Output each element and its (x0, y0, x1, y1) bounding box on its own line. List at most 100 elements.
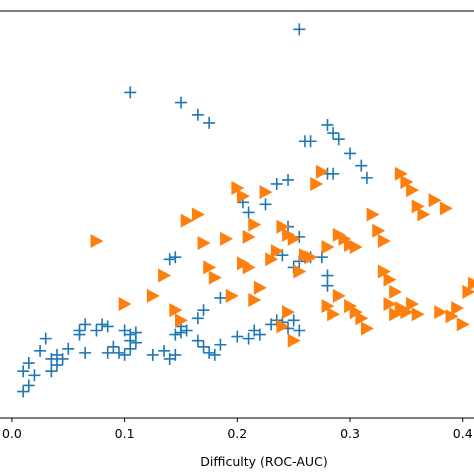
triangle-marker (310, 176, 324, 191)
plus-marker (129, 336, 142, 349)
triangle-marker (417, 207, 431, 222)
plus-marker (22, 379, 35, 392)
plus-marker (344, 147, 357, 160)
plus-marker (287, 314, 300, 327)
triangle-marker (315, 164, 329, 179)
x-tick-label: 0.0 (2, 426, 22, 441)
triangle-marker (242, 260, 256, 275)
triangle-marker (406, 183, 420, 198)
plus-marker (259, 198, 272, 211)
triangle-marker (180, 213, 194, 228)
x-axis-label: Difficulty (ROC-AUC) (200, 454, 327, 469)
triangle-marker (355, 311, 369, 326)
plus-marker (158, 344, 171, 357)
triangle-marker (287, 333, 301, 348)
plus-marker (327, 127, 340, 140)
triangle-marker (237, 189, 250, 204)
plus-marker (79, 318, 92, 331)
triangle-marker (220, 231, 234, 246)
plus-marker (112, 346, 125, 359)
triangle-marker (383, 297, 397, 312)
plus-marker (270, 177, 283, 190)
triangle-marker (276, 319, 290, 334)
plus-marker (355, 159, 368, 172)
triangle-marker (169, 303, 183, 318)
plus-marker (22, 357, 35, 370)
plus-marker (28, 369, 41, 382)
plus-marker (34, 344, 47, 357)
plus-marker (360, 171, 373, 184)
plus-marker (327, 167, 340, 180)
triangle-marker (191, 207, 205, 222)
triangle-marker (377, 264, 391, 279)
plus-marker (101, 320, 114, 333)
triangle-marker (248, 217, 262, 232)
plus-marker (321, 118, 334, 131)
triangle-marker (282, 305, 296, 320)
plus-marker (231, 330, 244, 343)
plus-marker (293, 23, 306, 36)
triangle-marker (287, 231, 301, 246)
triangle-marker (225, 288, 239, 303)
triangle-marker (394, 166, 408, 181)
triangle-marker (321, 240, 335, 255)
triangle-marker (146, 288, 160, 303)
triangle-marker (406, 297, 420, 312)
plus-marker (101, 346, 114, 359)
plus-marker (253, 328, 266, 341)
plus-marker (79, 346, 92, 359)
plus-marker (197, 340, 210, 353)
plus-marker (282, 173, 295, 186)
triangle-marker (439, 201, 453, 216)
plus-marker (124, 86, 137, 99)
x-tick-label: 0.4 (453, 426, 473, 441)
plus-marker (321, 279, 334, 292)
plus-marker (242, 206, 255, 219)
triangle-marker (468, 276, 474, 291)
plus-marker (242, 332, 255, 345)
plus-marker (50, 359, 63, 372)
plus-marker (17, 365, 30, 378)
plus-marker (191, 312, 204, 325)
plus-marker (203, 346, 216, 359)
plus-marker (129, 326, 142, 339)
triangle-marker (411, 199, 425, 214)
plus-marker (73, 324, 86, 337)
triangle-marker (242, 229, 256, 244)
triangle-marker (253, 280, 267, 295)
plus-marker (214, 291, 227, 304)
plus-marker (180, 324, 193, 337)
plus-marker (118, 348, 131, 361)
plus-marker (169, 251, 182, 264)
triangle-marker (366, 207, 380, 222)
plus-marker (332, 133, 345, 146)
x-tick-label: 0.1 (115, 426, 135, 441)
triangle-marker (327, 307, 341, 322)
triangle-marker (383, 272, 397, 287)
triangle-marker (445, 309, 459, 324)
triangle-marker (304, 250, 318, 265)
triangle-marker (175, 313, 188, 328)
triangle-marker (462, 284, 474, 299)
triangle-marker (208, 270, 222, 285)
triangle-marker (411, 307, 425, 322)
plus-marker (293, 324, 306, 337)
plus-marker (203, 116, 216, 129)
triangle-marker (428, 193, 442, 208)
triangle-marker (349, 240, 363, 255)
plus-marker (107, 340, 120, 353)
triangle-marker (293, 264, 307, 279)
triangle-marker (434, 305, 448, 320)
triangle-marker (259, 185, 273, 200)
triangle-marker (451, 301, 465, 316)
triangle-marker (372, 223, 386, 238)
triangle-marker (321, 299, 335, 314)
x-tick-label: 0.2 (227, 426, 247, 441)
triangle-marker (265, 252, 279, 267)
triangle-marker (248, 292, 262, 307)
plus-marker (169, 328, 182, 341)
triangle-marker (332, 288, 346, 303)
triangle-marker (377, 233, 391, 248)
